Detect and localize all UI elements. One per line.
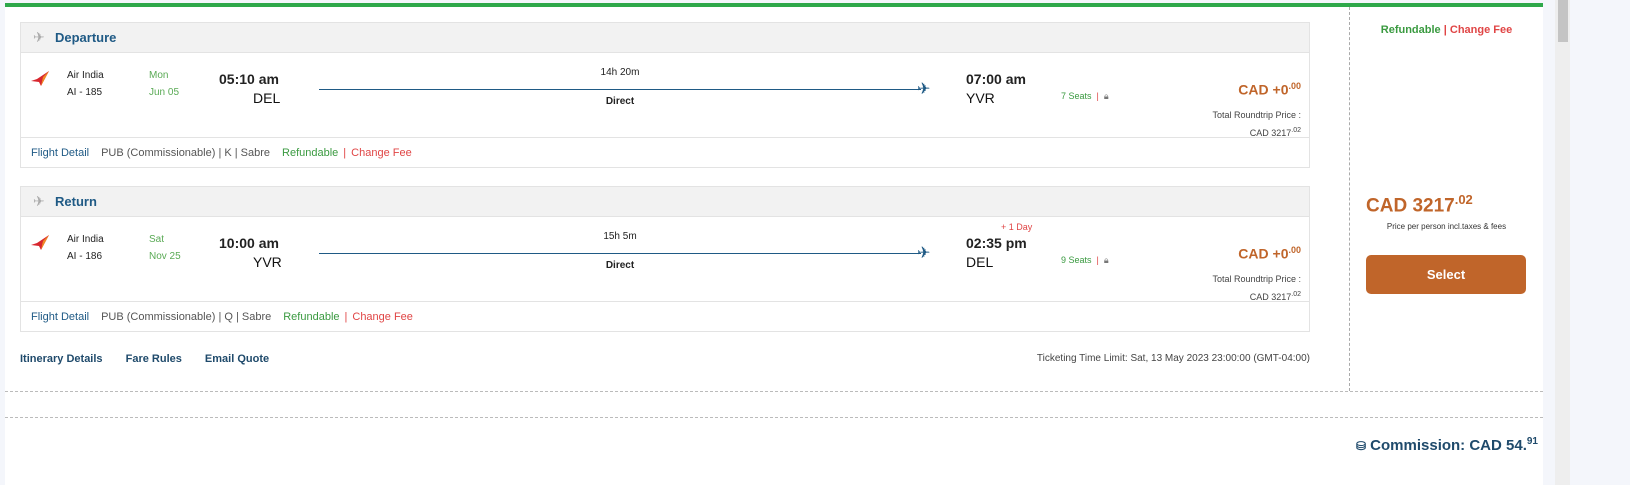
refund-policy: Refundable | Change Fee (1350, 24, 1543, 36)
seats-available: 7 Seats (1061, 91, 1092, 101)
fare-info: PUB (Commissionable) | K | Sabre (101, 146, 271, 159)
commission-cents: 91 (1526, 436, 1538, 447)
refundable-label[interactable]: Refundable (283, 310, 340, 323)
flight-segment: ✈ Departure Air India AI - 185 Mon Jun 05 0… (20, 22, 1310, 168)
refundable-label[interactable]: Refundable (1380, 24, 1441, 36)
commission-label: Commission: CAD 54. (1370, 437, 1527, 454)
seats-info: 9 Seats | 🔒︎ (1061, 255, 1109, 266)
plane-icon: ✈ (917, 81, 931, 98)
segment-header: ✈ Return (21, 187, 1309, 217)
date: Jun 05 (149, 87, 180, 98)
separator: | (1096, 91, 1099, 101)
total-cents: .02 (1291, 127, 1301, 134)
scrollbar[interactable] (1555, 0, 1570, 485)
baggage-icon: 🔒︎ (1103, 255, 1109, 265)
plane-icon: ✈ (917, 245, 931, 262)
flight-row: Air India AI - 186 Sat Nov 25 10:00 am YVR… (21, 217, 1309, 302)
total-label: Total Roundtrip Price : (1212, 274, 1301, 284)
duration: 15h 5m (603, 231, 637, 242)
flight-detail-link[interactable]: Flight Detail (31, 310, 90, 323)
fare-rules-link[interactable]: Fare Rules (125, 353, 182, 365)
flight-row: Air India AI - 185 Mon Jun 05 05:10 am DEL… (21, 53, 1309, 138)
landing-icon: ✈ (33, 193, 45, 209)
next-day-note: + 1 Day (1001, 222, 1033, 232)
ticketing-time-limit: Ticketing Time Limit: Sat, 13 May 2023 2… (1036, 353, 1310, 364)
fare-info: PUB (Commissionable) | Q | Sabre (101, 310, 272, 323)
flight-date: Sat Nov 25 (149, 231, 181, 265)
stops: Direct (605, 260, 635, 271)
airline-info: Air India AI - 186 (67, 231, 104, 265)
total-value: CAD 3217 (1249, 292, 1292, 302)
segment-price: CAD +0.00 (1238, 245, 1301, 262)
stops: Direct (605, 96, 635, 107)
total-cents: .02 (1291, 291, 1301, 298)
duration: 14h 20m (600, 67, 640, 78)
air-india-logo (31, 71, 49, 86)
departure-airport: DEL (253, 90, 281, 106)
arrival-time: 07:00 am (966, 71, 1026, 87)
price-cents: .02 (1454, 192, 1473, 207)
airline-name: Air India (67, 70, 104, 81)
refundable-label[interactable]: Refundable (282, 146, 339, 159)
result-card (5, 3, 1543, 485)
arrival-airport: DEL (966, 254, 994, 270)
arrival-time: 02:35 pm (966, 235, 1027, 251)
departure-time: 05:10 am (219, 71, 279, 87)
seats-available: 9 Seats (1061, 255, 1092, 265)
coins-icon: ⛁ (1355, 439, 1366, 453)
segment-footer: Flight Detail PUB (Commissionable) | Q |… (21, 302, 1309, 331)
flight-date: Mon Jun 05 (149, 67, 179, 101)
separator: | (1096, 255, 1099, 265)
flight-number: AI - 185 (67, 87, 103, 98)
date: Nov 25 (149, 251, 181, 262)
separator: | (344, 310, 348, 323)
total-roundtrip: Total Roundtrip Price : CAD 3217.02 (1212, 272, 1301, 305)
commission: ⛁ Commission: CAD 54.91 (1356, 436, 1538, 454)
total-value: CAD 3217 (1249, 128, 1292, 138)
baggage-icon: 🔒︎ (1103, 91, 1109, 101)
price-main: CAD +0 (1238, 245, 1289, 262)
route-line (319, 89, 921, 90)
segment-header: ✈ Departure (21, 23, 1309, 53)
route-line (319, 253, 921, 254)
flight-detail-link[interactable]: Flight Detail (31, 146, 90, 159)
flight-segment: ✈ Return Air India AI - 186 Sat Nov 25 10:0… (20, 186, 1310, 332)
email-quote-link[interactable]: Email Quote (204, 353, 270, 365)
select-button[interactable]: Select (1366, 255, 1526, 294)
price-main: CAD 3217 (1366, 195, 1455, 217)
air-india-logo (31, 235, 49, 250)
change-fee-label[interactable]: Change Fee (351, 146, 412, 159)
divider (5, 417, 1543, 418)
departure-time: 10:00 am (219, 235, 279, 251)
segment-price: CAD +0.00 (1238, 81, 1301, 98)
seats-info: 7 Seats | 🔒︎ (1061, 91, 1109, 102)
total-roundtrip: Total Roundtrip Price : CAD 3217.02 (1212, 108, 1301, 141)
price-cents: .00 (1288, 245, 1301, 255)
departure-airport: YVR (253, 254, 282, 270)
result-links: Itinerary Details Fare Rules Email Quote (20, 353, 289, 365)
divider (1349, 7, 1350, 391)
separator: | (343, 146, 347, 159)
change-fee-label[interactable]: Change Fee (352, 310, 413, 323)
price-main: CAD +0 (1238, 81, 1289, 98)
price-cents: .00 (1288, 81, 1301, 91)
arrival-airport: YVR (966, 90, 995, 106)
flight-number: AI - 186 (67, 251, 103, 262)
separator: | (1443, 24, 1447, 36)
segment-title: Return (55, 194, 97, 209)
segment-title: Departure (55, 30, 117, 45)
weekday: Sat (149, 234, 165, 245)
total-label: Total Roundtrip Price : (1212, 110, 1301, 120)
scrollbar-thumb[interactable] (1558, 0, 1568, 42)
weekday: Mon (149, 70, 169, 81)
itinerary-details-link[interactable]: Itinerary Details (20, 353, 103, 365)
price-note: Price per person incl.taxes & fees (1386, 222, 1507, 231)
airline-name: Air India (67, 234, 104, 245)
segment-footer: Flight Detail PUB (Commissionable) | K |… (21, 138, 1309, 167)
takeoff-icon: ✈ (33, 29, 45, 45)
divider (5, 391, 1543, 392)
change-fee-label[interactable]: Change Fee (1449, 24, 1513, 36)
total-price: CAD 3217.02 (1366, 192, 1473, 217)
airline-info: Air India AI - 185 (67, 67, 104, 101)
